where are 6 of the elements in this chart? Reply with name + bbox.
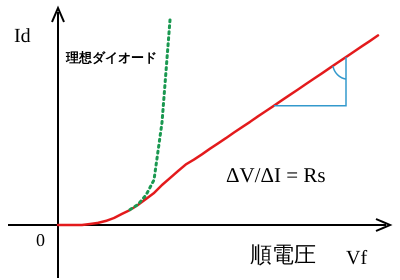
- text: 0: [36, 230, 45, 250]
- series-label: 理想ダイオード: [65, 50, 157, 66]
- x-axis-title: Vf: [346, 247, 368, 269]
- text: 順電圧: [250, 243, 316, 268]
- y-axis-title: Id: [14, 25, 31, 47]
- annotation: ΔV/ΔI = Rs: [226, 163, 326, 187]
